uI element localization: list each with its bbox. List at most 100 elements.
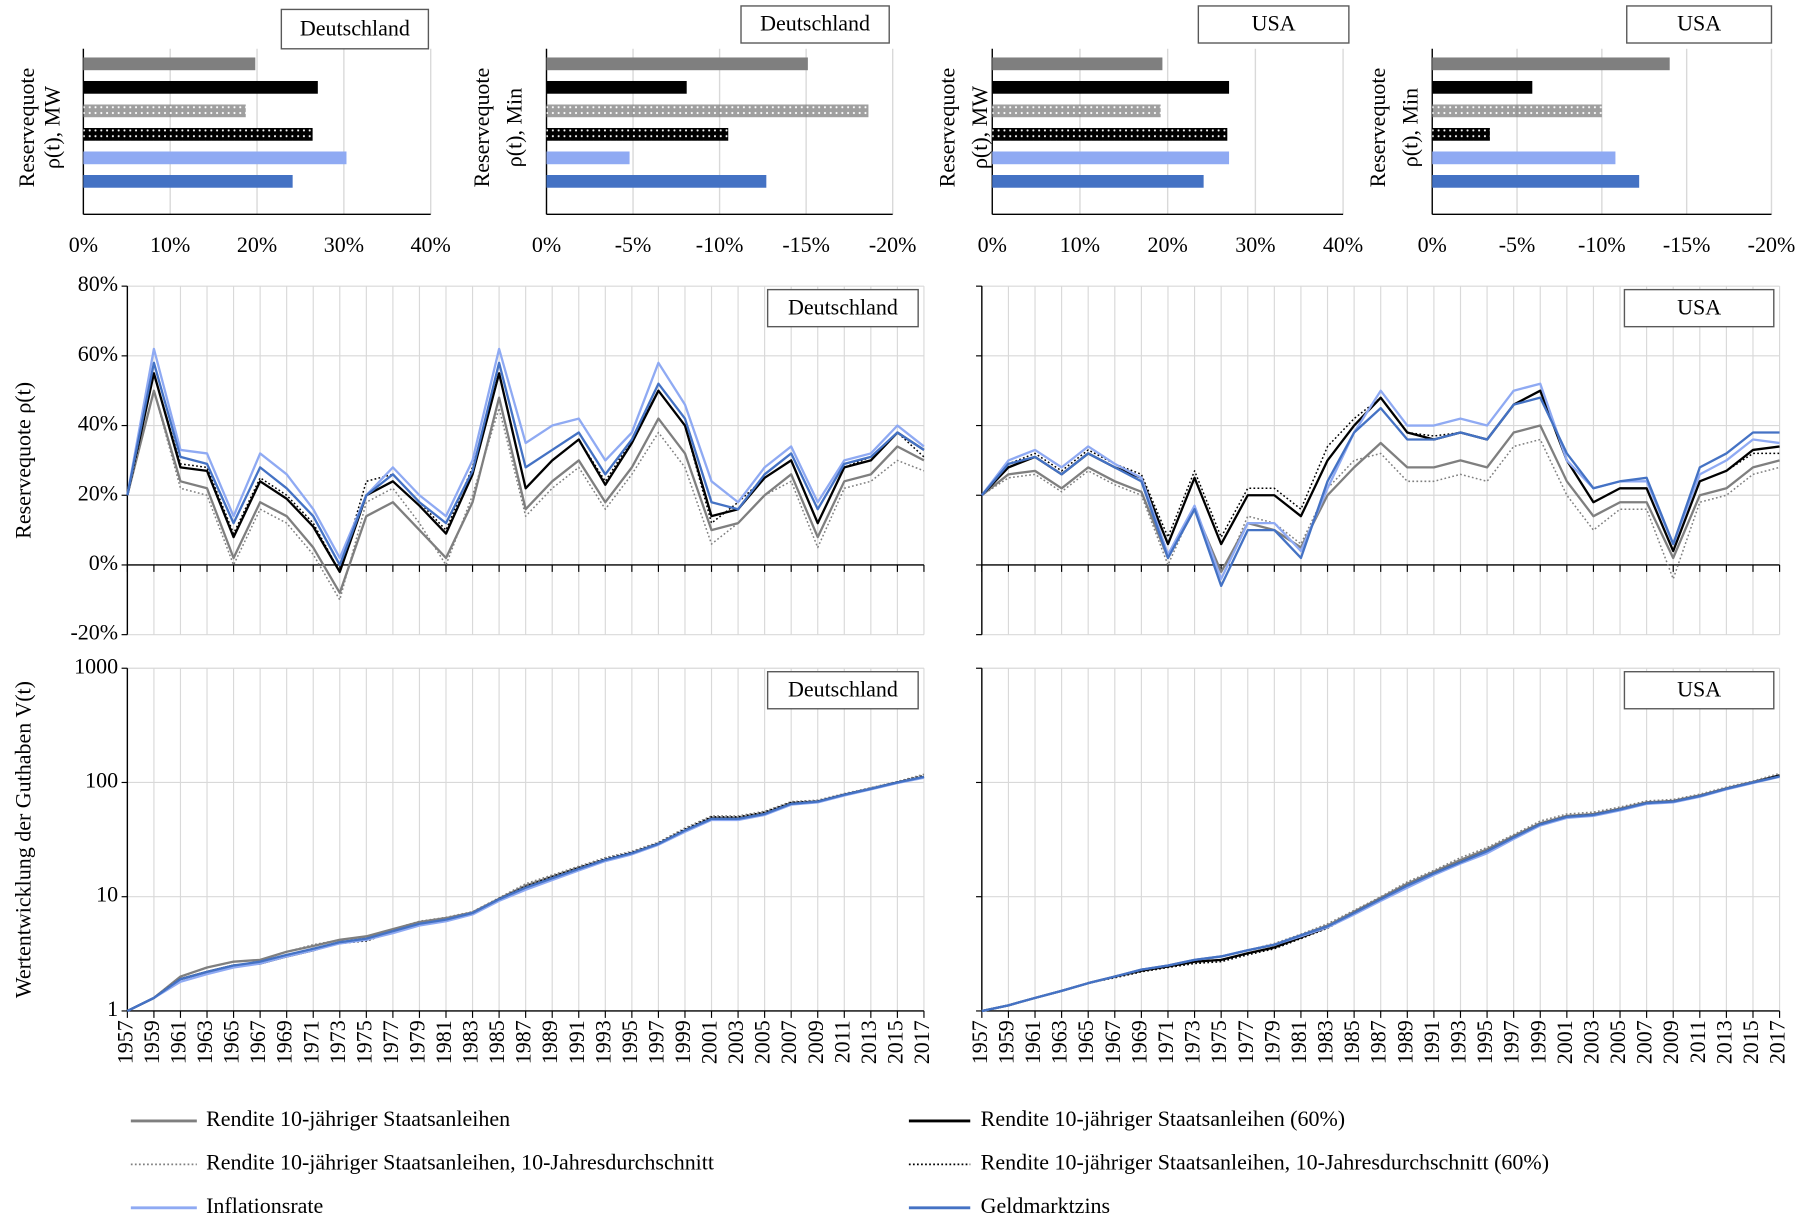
annotation: Deutschland bbox=[300, 15, 410, 40]
x-tick-label: 1991 bbox=[564, 1020, 589, 1064]
x-tick-label: 1985 bbox=[484, 1020, 509, 1064]
bar bbox=[992, 104, 1161, 118]
annotation-box bbox=[280, 8, 430, 50]
y-axis-label: Reservequote ρ(t) bbox=[11, 382, 36, 539]
bar bbox=[546, 151, 630, 165]
x-tick-label: 1965 bbox=[1073, 1020, 1098, 1064]
x-tick-label: -15% bbox=[782, 232, 830, 257]
annotation: Deutschland bbox=[788, 294, 898, 319]
x-tick-label: -5% bbox=[615, 232, 652, 257]
y-axis-label: Reservequote bbox=[14, 68, 39, 188]
legend-label: Rendite 10-jähriger Staatsanleihen (60%) bbox=[981, 1106, 1345, 1131]
x-tick-label: 1993 bbox=[590, 1020, 615, 1064]
chart: USA bbox=[976, 285, 1781, 636]
bar bbox=[83, 80, 318, 94]
x-tick-label: 1999 bbox=[670, 1020, 695, 1064]
x-tick-label: 2009 bbox=[803, 1020, 828, 1064]
x-tick-label: 20% bbox=[1148, 232, 1188, 257]
x-tick-label: 30% bbox=[1235, 232, 1275, 257]
x-tick-label: 0% bbox=[978, 232, 1007, 257]
annotation-box bbox=[1623, 288, 1775, 328]
x-tick-label: 1959 bbox=[139, 1020, 164, 1064]
x-tick-label: 2013 bbox=[1711, 1020, 1736, 1064]
x-tick-label: 2005 bbox=[1605, 1020, 1630, 1064]
annotation: USA bbox=[1252, 11, 1296, 36]
bar bbox=[992, 174, 1204, 188]
x-tick-label: 1987 bbox=[511, 1020, 536, 1064]
annotation: USA bbox=[1677, 294, 1721, 319]
x-tick-label: 1989 bbox=[537, 1020, 562, 1064]
x-tick-label: 1997 bbox=[1499, 1020, 1524, 1064]
legend-label: Inflationsrate bbox=[206, 1193, 323, 1218]
bar bbox=[992, 57, 1163, 71]
annotation: Deutschland bbox=[788, 676, 898, 701]
x-tick-label: 1967 bbox=[1100, 1020, 1125, 1064]
x-tick-label: 1973 bbox=[325, 1020, 350, 1064]
x-tick-label: 0% bbox=[69, 232, 98, 257]
x-tick-label: 1957 bbox=[112, 1020, 137, 1064]
y-axis-label: Reservequote bbox=[934, 68, 959, 188]
x-tick-label: 30% bbox=[324, 232, 364, 257]
chart: 1957 1959 1961 1963 1965 1967 1969 1971 1973 1975… bbox=[967, 667, 1790, 1064]
series-line bbox=[126, 347, 925, 560]
bar bbox=[83, 151, 347, 165]
chart: Wertentwicklung der Guthaben V(t) 1957 195… bbox=[11, 653, 934, 1064]
x-tick-label: 1989 bbox=[1392, 1020, 1417, 1064]
annotation: USA bbox=[1677, 11, 1721, 36]
chart: Reservequote ρ(t), MW 0% 10% 20% 30% 40% USA bbox=[934, 5, 1363, 257]
bar bbox=[992, 80, 1230, 94]
x-tick-label: -5% bbox=[1499, 232, 1536, 257]
bar bbox=[83, 57, 256, 71]
x-tick-label: 10% bbox=[150, 232, 190, 257]
y-tick-label: -20% bbox=[70, 620, 118, 645]
bar bbox=[1432, 57, 1670, 71]
y-tick-label: 1 bbox=[107, 996, 118, 1021]
x-tick-label: 1959 bbox=[993, 1020, 1018, 1064]
x-tick-label: 1993 bbox=[1446, 1020, 1471, 1064]
x-tick-label: 2011 bbox=[829, 1020, 854, 1063]
x-tick-label: 20% bbox=[237, 232, 277, 257]
y-axis-label: ρ(t), Min bbox=[501, 88, 526, 167]
annotation-box bbox=[1197, 5, 1350, 44]
y-axis-label: Wertentwicklung der Guthaben V(t) bbox=[11, 681, 36, 998]
bar bbox=[546, 57, 808, 71]
legend-label: Rendite 10-jähriger Staatsanleihen, 10-J… bbox=[206, 1149, 714, 1174]
x-tick-label: 1975 bbox=[351, 1020, 376, 1064]
bar bbox=[1432, 127, 1490, 141]
x-tick-label: 1975 bbox=[1206, 1020, 1231, 1064]
x-tick-label: 2003 bbox=[723, 1020, 748, 1064]
series-line bbox=[981, 775, 1780, 1013]
legend: Rendite 10-jähriger Staatsanleihen Rendit… bbox=[130, 1106, 1549, 1218]
bar bbox=[546, 104, 869, 118]
chart: Reservequote ρ(t), Min 0% -5% -10% -15% -20% De… bbox=[469, 5, 916, 257]
y-tick-label: 0% bbox=[89, 550, 118, 575]
y-axis-label: ρ(t), MW bbox=[967, 86, 992, 169]
x-tick-label: 1981 bbox=[1286, 1020, 1311, 1064]
annotation-box bbox=[740, 5, 890, 44]
x-tick-label: 1969 bbox=[272, 1020, 297, 1064]
y-axis-label: ρ(t), MW bbox=[39, 86, 64, 169]
x-tick-label: 2017 bbox=[909, 1020, 934, 1064]
y-tick-label: 10 bbox=[96, 882, 118, 907]
bar bbox=[546, 174, 767, 188]
bar bbox=[83, 174, 293, 188]
bar bbox=[1432, 80, 1533, 94]
annotation: USA bbox=[1677, 676, 1721, 701]
x-tick-label: 2015 bbox=[1738, 1020, 1763, 1064]
x-tick-label: 2017 bbox=[1765, 1020, 1790, 1064]
y-tick-label: 1000 bbox=[74, 653, 118, 678]
series-line bbox=[981, 772, 1780, 1012]
x-tick-label: 1969 bbox=[1126, 1020, 1151, 1064]
x-tick-label: 1967 bbox=[245, 1020, 270, 1064]
series-line bbox=[981, 389, 1780, 552]
x-tick-label: 2001 bbox=[1552, 1020, 1577, 1064]
x-tick-label: -10% bbox=[1578, 232, 1626, 257]
y-axis-label: ρ(t), Min bbox=[1398, 88, 1423, 167]
x-tick-label: 1987 bbox=[1366, 1020, 1391, 1064]
x-tick-label: 1983 bbox=[1313, 1020, 1338, 1064]
series-line bbox=[126, 372, 925, 574]
x-tick-label: 1961 bbox=[166, 1020, 191, 1064]
series-line bbox=[980, 382, 1780, 581]
x-tick-label: 1963 bbox=[1047, 1020, 1072, 1064]
bar bbox=[83, 104, 246, 118]
